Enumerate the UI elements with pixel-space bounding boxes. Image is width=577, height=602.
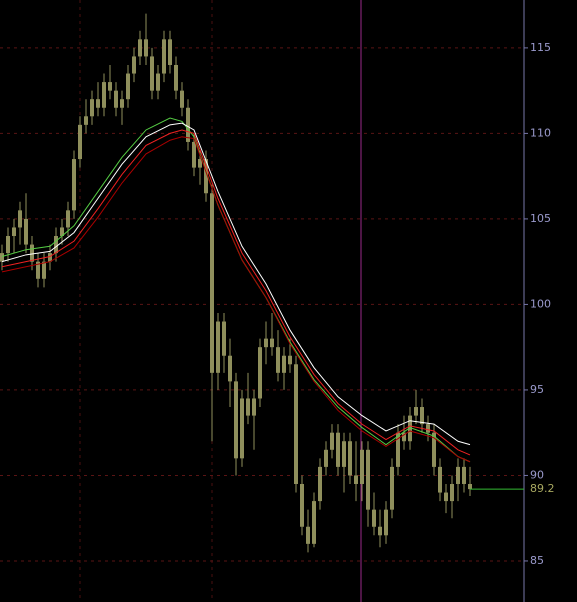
- candle-body: [162, 39, 166, 74]
- y-tick-label: 95: [530, 383, 544, 396]
- y-tick-label: 115: [530, 41, 551, 54]
- candle-body: [348, 441, 352, 476]
- candle-body: [126, 73, 130, 100]
- candle-body: [300, 483, 304, 527]
- candle-body: [0, 253, 4, 262]
- candle-body: [396, 432, 400, 467]
- candle-body: [54, 236, 58, 254]
- candle-body: [288, 355, 292, 365]
- candle-body: [144, 39, 148, 57]
- candle-body: [402, 432, 406, 442]
- candle-body: [420, 407, 424, 425]
- candle-body: [366, 449, 370, 510]
- candle-body: [438, 466, 442, 493]
- candle-body: [120, 99, 124, 108]
- last-price-label: 89.2: [530, 482, 555, 495]
- candle-body: [60, 227, 64, 237]
- candle-body: [12, 227, 16, 237]
- candle-body: [432, 432, 436, 467]
- candle-body: [66, 210, 70, 228]
- candle-body: [306, 526, 310, 544]
- candle-body: [48, 253, 52, 262]
- candle-body: [414, 407, 418, 416]
- candle-body: [114, 90, 118, 108]
- candle-body: [312, 501, 316, 544]
- candle-body: [96, 99, 100, 108]
- candle-body: [324, 449, 328, 467]
- candle-body: [192, 141, 196, 168]
- candle-body: [384, 509, 388, 536]
- candle-body: [252, 398, 256, 416]
- moving-average: [1, 122, 471, 446]
- candle-body: [450, 483, 454, 502]
- candle-body: [336, 432, 340, 467]
- candle-body: [390, 466, 394, 510]
- y-tick-label: 100: [530, 297, 551, 310]
- candle-body: [408, 415, 412, 442]
- moving-average: [1, 136, 471, 463]
- candle-body: [102, 82, 106, 108]
- candle-body: [180, 90, 184, 108]
- candle-body: [108, 82, 112, 91]
- candle-body: [270, 338, 274, 348]
- candle-body: [468, 483, 472, 490]
- candle-body: [264, 338, 268, 348]
- candle-body: [150, 56, 154, 91]
- candle-body: [18, 210, 22, 228]
- candle-body: [228, 355, 232, 382]
- candle-body: [198, 159, 202, 168]
- candle-body: [354, 475, 358, 484]
- y-tick-label: 105: [530, 212, 551, 225]
- candle-body: [282, 355, 286, 373]
- candle-body: [90, 99, 94, 117]
- candle-body: [186, 107, 190, 142]
- candle-body: [6, 236, 10, 254]
- candle-body: [222, 321, 226, 356]
- candle-body: [210, 193, 214, 373]
- candle-body: [246, 398, 250, 416]
- candle-body: [378, 526, 382, 536]
- candle-body: [24, 218, 28, 245]
- candle-body: [462, 466, 466, 484]
- candle-body: [168, 39, 172, 65]
- candle-body: [294, 364, 298, 484]
- candle-body: [138, 39, 142, 57]
- candle-body: [426, 424, 430, 433]
- y-tick-label: 110: [530, 126, 551, 139]
- candle-body: [204, 159, 208, 194]
- candle-body: [78, 124, 82, 160]
- candle-body: [30, 244, 34, 262]
- candle-body: [276, 347, 280, 373]
- moving-average: [1, 129, 471, 456]
- y-tick-label: 85: [530, 554, 544, 567]
- candle-body: [132, 56, 136, 74]
- candle-body: [234, 381, 238, 459]
- candle-body: [360, 449, 364, 484]
- candle-body: [444, 492, 448, 502]
- candle-body: [36, 261, 40, 279]
- candle-body: [174, 64, 178, 91]
- candle-body: [216, 321, 220, 373]
- candle-body: [42, 261, 46, 279]
- candle-body: [372, 509, 376, 527]
- candle-body: [84, 116, 88, 125]
- candle-body: [342, 441, 346, 467]
- candle-body: [258, 347, 262, 399]
- candle-body: [240, 398, 244, 459]
- candle-body: [318, 466, 322, 502]
- candle-body: [456, 466, 460, 484]
- candle-body: [330, 432, 334, 450]
- candle-body: [156, 73, 160, 91]
- y-tick-label: 90: [530, 468, 544, 481]
- candle-body: [72, 159, 76, 211]
